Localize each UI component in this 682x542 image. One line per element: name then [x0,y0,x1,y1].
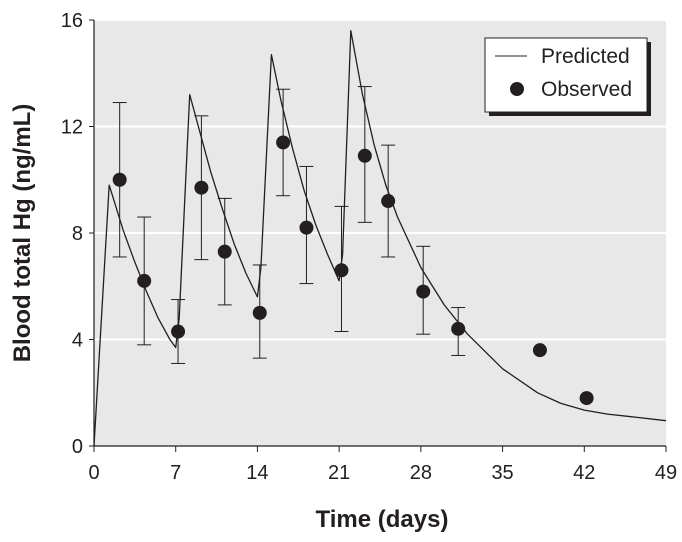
y-axis-title: Blood total Hg (ng/mL) [9,104,36,363]
observed-point [112,172,127,187]
y-tick-label: 0 [72,436,83,458]
observed-point [299,220,314,235]
predicted-series [93,30,667,447]
legend: Predicted Observed [484,37,651,116]
observed-point [357,148,372,163]
x-tick-label: 35 [491,462,513,484]
x-tick-label: 14 [246,462,268,484]
observed-point [171,324,186,339]
x-tick-label: 42 [573,462,595,484]
observed-series [112,135,594,406]
predicted-line [93,30,667,447]
observed-point [334,263,349,278]
observed-point [252,305,267,320]
x-tick-label: 0 [88,462,99,484]
observed-point [194,180,209,195]
x-tick-label: 21 [328,462,350,484]
y-tick-label: 8 [72,223,83,245]
observed-point [137,273,152,288]
y-tick-label: 4 [72,330,83,352]
observed-point [217,244,232,259]
x-tick-label: 7 [170,462,181,484]
observed-point [532,343,547,358]
observed-point [579,391,594,406]
axes [89,19,667,452]
observed-point [451,321,466,336]
x-axis-title: Time (days) [316,506,449,533]
legend-box [484,37,648,113]
observed-point [381,194,396,209]
y-tick-label: 16 [61,10,83,32]
legend-label-predicted: Predicted [541,45,630,68]
x-tick-label: 49 [655,462,677,484]
legend-label-observed: Observed [541,78,632,101]
tick-labels: 0 4 8 12 16 0 7 14 21 28 35 42 49 [61,10,677,484]
observed-point [416,284,431,299]
x-tick-label: 28 [410,462,432,484]
observed-point [276,135,291,150]
grid-lines [94,19,666,341]
y-tick-label: 12 [61,117,83,139]
legend-marker-swatch [510,82,524,96]
